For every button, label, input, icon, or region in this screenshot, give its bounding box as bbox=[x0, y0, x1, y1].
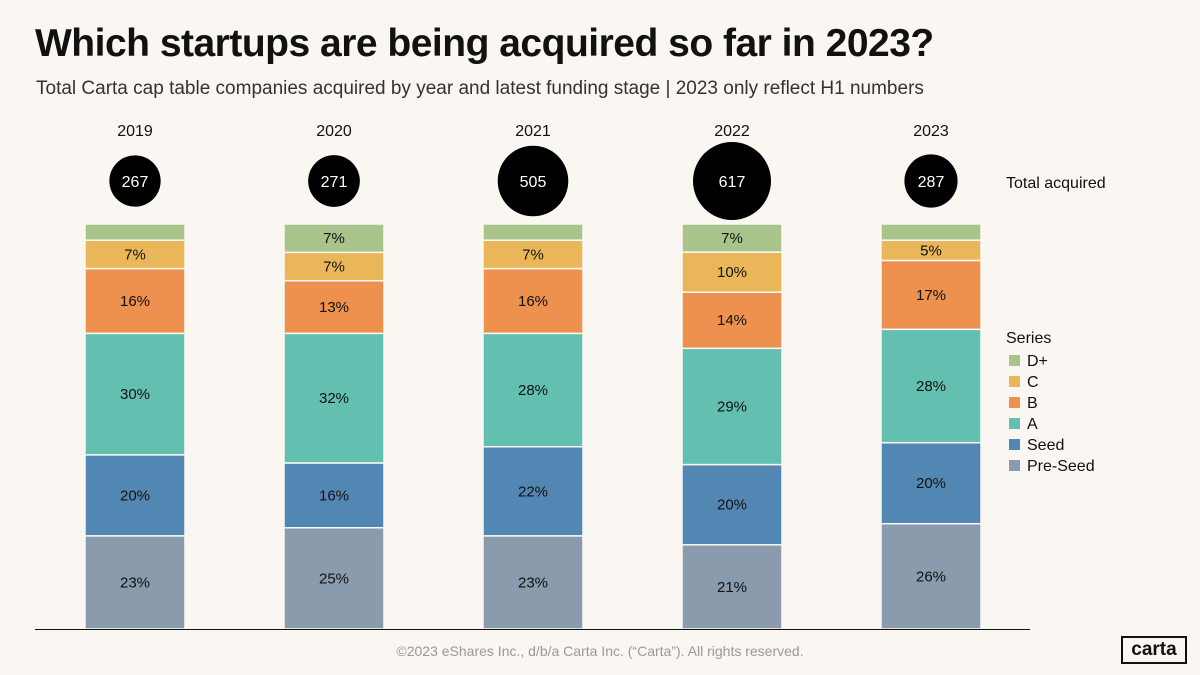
bar-segment-seed bbox=[84, 454, 186, 537]
bar-segment-d bbox=[283, 223, 385, 254]
bar-segment-b bbox=[84, 267, 186, 335]
data-label: 5% bbox=[920, 242, 942, 259]
total-bubble bbox=[904, 154, 958, 208]
legend-swatch bbox=[1009, 397, 1020, 408]
data-label: 20% bbox=[120, 487, 150, 504]
total-bubble bbox=[497, 145, 569, 217]
bar-segment-seed bbox=[681, 463, 783, 546]
data-label: 7% bbox=[323, 259, 345, 276]
total-bubble bbox=[308, 155, 360, 207]
year-label: 2020 bbox=[316, 123, 352, 140]
copyright-footer: ©2023 eShares Inc., d/b/a Carta Inc. (“C… bbox=[396, 643, 804, 659]
bar-segment-a bbox=[283, 332, 385, 464]
data-label: 16% bbox=[319, 487, 349, 504]
data-label: 7% bbox=[323, 230, 345, 247]
data-label: 16% bbox=[518, 293, 548, 310]
data-label: 25% bbox=[319, 570, 349, 587]
total-label: 267 bbox=[122, 174, 149, 191]
data-label: 30% bbox=[120, 386, 150, 403]
bar-segment-preseed bbox=[681, 544, 783, 630]
bar-segment-seed bbox=[880, 441, 982, 525]
data-label: 23% bbox=[518, 574, 548, 591]
bar-segment-c bbox=[283, 251, 385, 282]
total-bubble bbox=[693, 142, 771, 220]
chart-title: Which startups are being acquired so far… bbox=[35, 22, 934, 65]
bar-segment-a bbox=[681, 347, 783, 466]
data-label: 32% bbox=[319, 390, 349, 407]
total-label: 617 bbox=[719, 174, 746, 191]
year-label: 2023 bbox=[913, 123, 949, 140]
legend-item: C bbox=[1027, 374, 1039, 391]
bar-segment-b bbox=[681, 291, 783, 350]
carta-logo: carta bbox=[1121, 636, 1187, 664]
data-label: 20% bbox=[717, 497, 747, 514]
bar-segment-seed bbox=[482, 446, 584, 537]
legend-swatch bbox=[1009, 418, 1020, 429]
year-label: 2021 bbox=[515, 123, 551, 140]
bar-segment-preseed bbox=[880, 522, 982, 630]
data-label: 26% bbox=[916, 568, 946, 585]
year-label: 2019 bbox=[117, 123, 153, 140]
bar-segment-b bbox=[283, 279, 385, 335]
bar-segment-c bbox=[84, 239, 186, 270]
data-label: 16% bbox=[120, 293, 150, 310]
legend-item: Seed bbox=[1027, 437, 1064, 454]
total-bubble bbox=[109, 155, 161, 207]
bar-segment-preseed bbox=[482, 535, 584, 630]
legend-swatch bbox=[1009, 355, 1020, 366]
data-label: 7% bbox=[721, 230, 743, 247]
legend-swatch bbox=[1009, 439, 1020, 450]
legend-swatch bbox=[1009, 376, 1020, 387]
data-label: 28% bbox=[916, 378, 946, 395]
total-label: 505 bbox=[520, 174, 547, 191]
legend-item: B bbox=[1027, 395, 1038, 412]
total-label: 287 bbox=[918, 174, 945, 191]
bar-segment-a bbox=[880, 328, 982, 444]
bar-segment-d bbox=[880, 223, 982, 241]
data-label: 14% bbox=[717, 312, 747, 329]
legend-item: Pre-Seed bbox=[1027, 458, 1095, 475]
data-label: 7% bbox=[522, 246, 544, 263]
data-label: 20% bbox=[916, 475, 946, 492]
bar-segment-b bbox=[482, 267, 584, 335]
total-label: 271 bbox=[321, 174, 348, 191]
data-label: 29% bbox=[717, 398, 747, 415]
legend-item: D+ bbox=[1027, 353, 1048, 370]
year-label: 2022 bbox=[714, 123, 750, 140]
bar-segment-d bbox=[482, 223, 584, 241]
legend-swatch bbox=[1009, 460, 1020, 471]
legend-title: Series bbox=[1006, 330, 1051, 347]
bar-segment-a bbox=[84, 332, 186, 456]
data-label: 10% bbox=[717, 264, 747, 281]
bar-segment-c bbox=[482, 239, 584, 270]
bar-segment-d bbox=[681, 223, 783, 253]
data-label: 23% bbox=[120, 574, 150, 591]
data-label: 22% bbox=[518, 483, 548, 500]
data-label: 17% bbox=[916, 287, 946, 304]
legend-item: A bbox=[1027, 416, 1038, 433]
bar-segment-a bbox=[482, 332, 584, 448]
bar-segment-b bbox=[880, 259, 982, 331]
bar-segment-c bbox=[681, 251, 783, 293]
bar-segment-d bbox=[84, 223, 186, 241]
totals-legend-label: Total acquired bbox=[1006, 175, 1106, 192]
data-label: 21% bbox=[717, 579, 747, 596]
data-label: 7% bbox=[124, 246, 146, 263]
data-label: 28% bbox=[518, 382, 548, 399]
chart-subtitle: Total Carta cap table companies acquired… bbox=[36, 78, 924, 99]
data-label: 13% bbox=[319, 299, 349, 316]
